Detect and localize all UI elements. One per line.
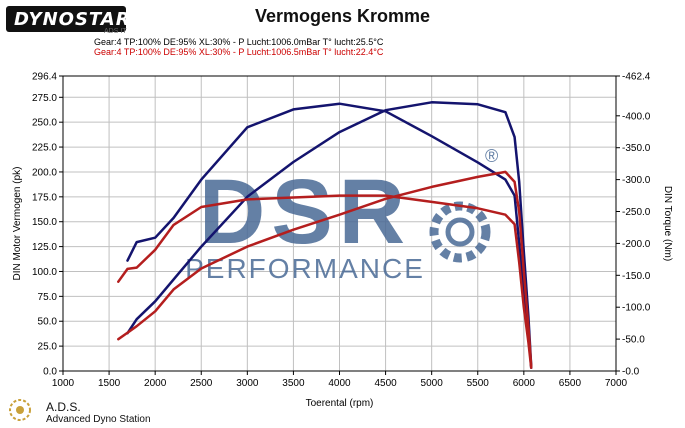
torque-line-run2 [117,194,533,370]
y-right-tick-label: -50.0 [622,335,645,346]
y-left-tick-label: 275.0 [32,93,57,104]
registered-mark: ® [485,146,498,166]
x-tick-label: 1000 [52,378,75,389]
x-tick-label: 3000 [236,378,259,389]
x-tick-label: 4500 [374,378,397,389]
y-left-tick-label: 200.0 [32,167,57,178]
x-tick-label: 7000 [605,378,628,389]
grid [62,75,617,372]
y-left-tick-label: 50.0 [38,317,58,328]
y-right-tick-label: -250.0 [622,207,651,218]
y-right-tick-label: -462.4 [622,72,651,83]
y-left-tick-label: 75.0 [38,292,58,303]
y-right-tick-label: -200.0 [622,239,651,250]
chart-title: Vermogens Kromme [254,6,431,26]
x-tick-label: 1500 [98,378,121,389]
y-left-tick-label: 150.0 [32,217,57,228]
axes: 1000 1500 2000 2500 3000 3500 4000 4500 5000 5500… [12,72,673,410]
x-axis-label: Toerental (rpm) [306,398,374,409]
x-tick-label: 6000 [513,378,536,389]
y-left-tick-label: 125.0 [32,242,57,253]
watermark-big: DSR [199,161,411,263]
y-right-tick-label: -400.0 [622,111,651,122]
y-right-tick-label: -150.0 [622,271,651,282]
x-tick-label: 4000 [328,378,351,389]
y-right-axis-label: DIN Torque (Nm) [662,186,673,261]
ads-logo-icon [9,399,31,421]
watermark-small: PERFORMANCE [185,253,425,284]
run2-conditions: Gear:4 TP:100% DE:95% XL:30% - P Lucht:1… [94,47,384,57]
y-left-tick-label: 175.0 [32,192,57,203]
y-left-tick-label: 0.0 [43,367,57,378]
y-right-tick-label: -350.0 [622,143,651,154]
x-tick-label: 3500 [282,378,305,389]
power-line-run2 [117,170,533,368]
plot-border [62,75,617,372]
ads-name: A.D.S. [46,400,81,414]
series [117,101,533,370]
x-tick-label: 6500 [559,378,582,389]
y-left-tick-label: 100.0 [32,267,57,278]
logo-text: DYNOSTAR [14,9,131,30]
x-tick-label: 2000 [144,378,167,389]
x-tick-label: 5000 [421,378,444,389]
y-left-tick-label: 250.0 [32,118,57,129]
y-left-tick-label: 25.0 [38,342,58,353]
y-left-tick-label: 296.4 [32,72,57,83]
dynostar-logo: DYNOSTAR [6,6,130,32]
x-tick-label: 2500 [190,378,213,389]
x-tick-label: 5500 [467,378,490,389]
torque-line-run1 [126,102,533,370]
y-left-tick-label: 225.0 [32,143,57,154]
y-left-axis-label: DIN Motor Vermogen (pk) [12,167,23,281]
y-right-tick-label: -100.0 [622,303,651,314]
ads-subtitle: Advanced Dyno Station [46,414,151,425]
y-right-tick-label: -300.0 [622,175,651,186]
run1-conditions: Gear:4 TP:100% DE:95% XL:30% - P Lucht:1… [94,37,384,47]
logo-subtext: ADS IT [104,28,127,35]
y-right-tick-label: -0.0 [622,367,640,378]
